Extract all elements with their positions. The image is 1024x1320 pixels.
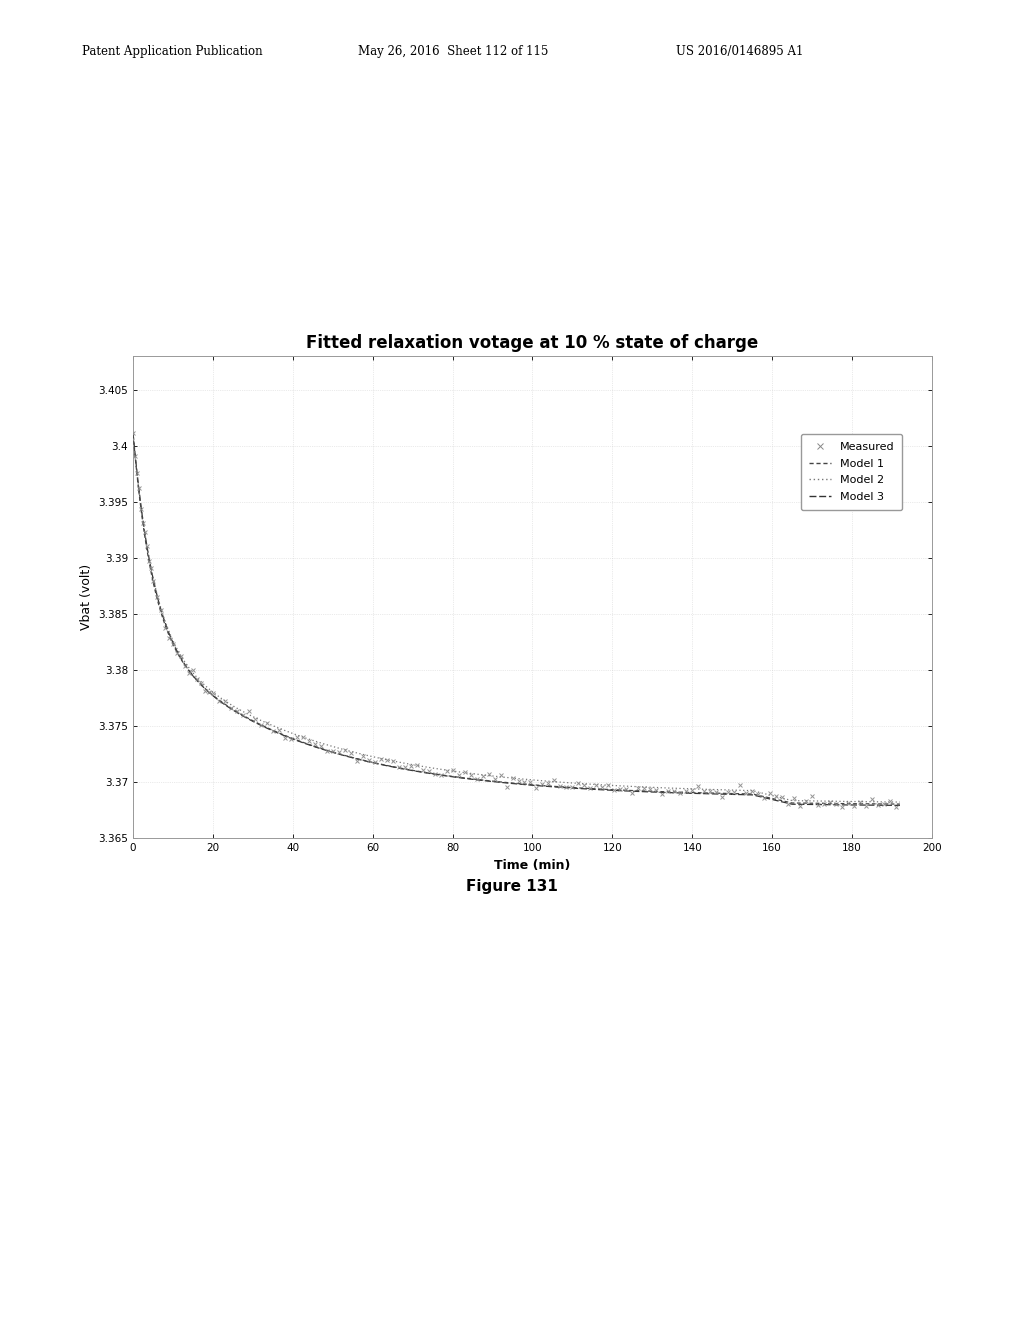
Model 2 [731,783,743,799]
Line: Model 3: Model 3 [133,434,900,805]
Line: Model 1: Model 1 [133,434,900,804]
Model 1 [166,635,178,651]
Measured [890,799,902,814]
Model 1 [127,426,139,442]
Model 3 [166,634,178,649]
Model 2 [166,631,178,647]
Model 2 [127,428,139,444]
Measured [836,799,848,814]
Model 1 [871,796,884,812]
Model 1 [894,796,906,812]
Model 3 [127,426,139,442]
Model 3 [871,797,884,813]
Model 2 [871,793,884,809]
Model 2 [894,795,906,810]
Model 1 [871,796,884,812]
Measured [884,793,896,809]
Measured [127,425,139,441]
Measured [143,553,156,569]
Model 3 [894,797,906,813]
Text: May 26, 2016  Sheet 112 of 115: May 26, 2016 Sheet 112 of 115 [358,45,549,58]
Text: Figure 131: Figure 131 [466,879,558,894]
Title: Fitted relaxation votage at 10 % state of charge: Fitted relaxation votage at 10 % state o… [306,334,759,352]
Measured [163,630,175,645]
Model 3 [479,774,492,789]
Text: Patent Application Publication: Patent Application Publication [82,45,262,58]
Line: Measured: Measured [131,432,898,809]
Model 2 [500,770,512,785]
Y-axis label: Vbat (volt): Vbat (volt) [80,564,93,631]
Model 2 [479,767,492,783]
Model 1 [731,785,743,801]
Measured [207,685,219,701]
Measured [137,516,150,532]
Legend: Measured, Model 1, Model 2, Model 3: Measured, Model 1, Model 2, Model 3 [801,434,902,510]
Text: US 2016/0146895 A1: US 2016/0146895 A1 [676,45,803,58]
Model 1 [500,775,512,791]
Model 2 [871,793,884,809]
Measured [470,771,482,787]
Model 1 [479,772,492,788]
Line: Model 2: Model 2 [133,436,900,803]
Model 3 [731,787,743,803]
X-axis label: Time (min): Time (min) [495,858,570,871]
Model 3 [871,797,884,813]
Model 3 [500,775,512,791]
